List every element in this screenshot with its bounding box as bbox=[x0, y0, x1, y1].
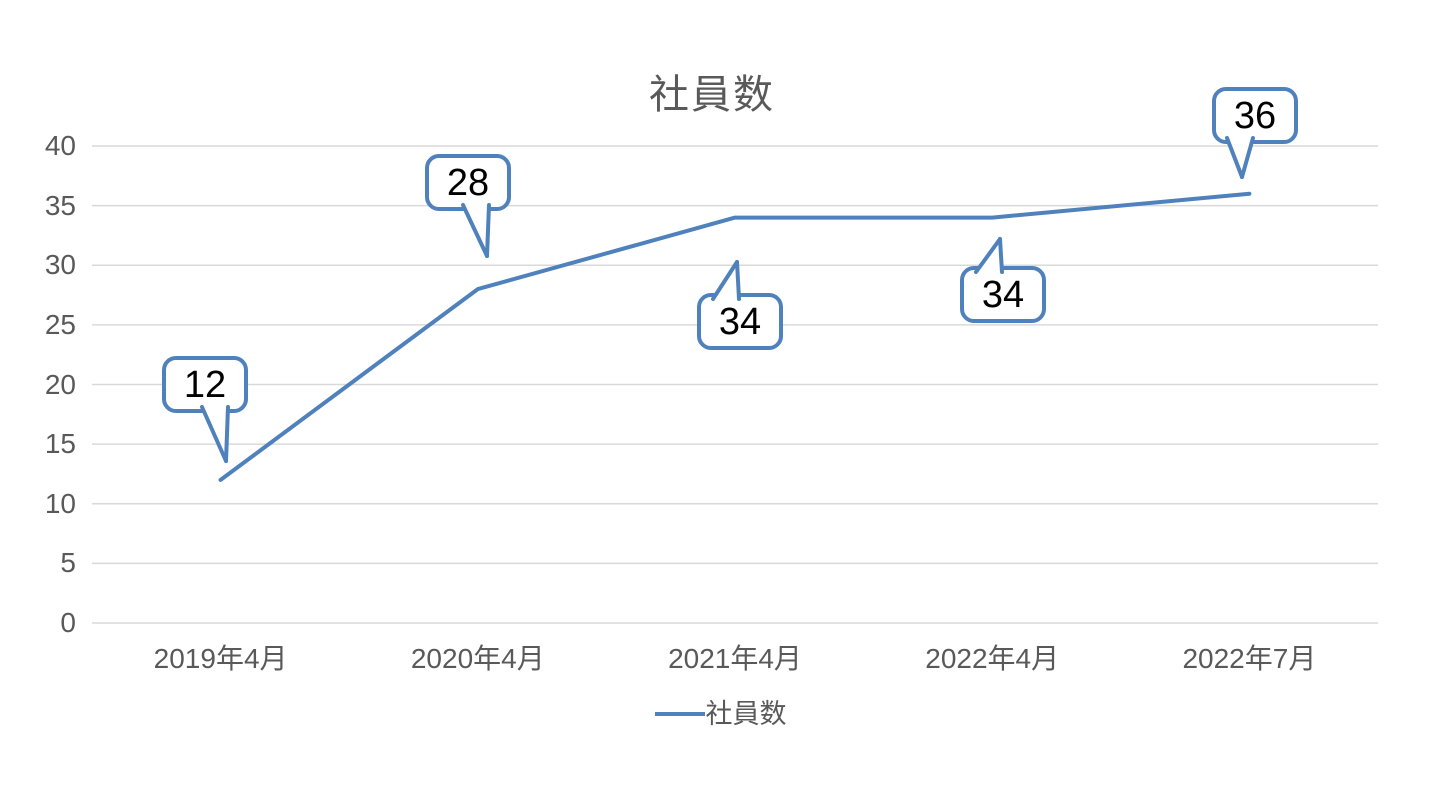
y-tick-label: 30 bbox=[44, 249, 76, 281]
x-axis-label: 2019年4月 bbox=[153, 643, 288, 674]
legend-label: 社員数 bbox=[705, 698, 787, 729]
callout-value: 34 bbox=[981, 273, 1025, 316]
callout-value: 12 bbox=[183, 363, 227, 406]
callout-value: 36 bbox=[1233, 94, 1277, 137]
x-axis-label: 2020年4月 bbox=[410, 643, 545, 674]
chart-title: 社員数 bbox=[649, 73, 775, 117]
x-axis-label: 2021年4月 bbox=[668, 643, 802, 674]
callout-value: 28 bbox=[446, 161, 490, 204]
y-tick-label: 0 bbox=[60, 607, 76, 638]
series-line bbox=[218, 191, 1252, 482]
data-callout bbox=[960, 237, 1046, 323]
legend-line-icon bbox=[654, 712, 705, 716]
data-callout bbox=[162, 356, 248, 463]
data-callout bbox=[425, 154, 511, 258]
callout-value: 34 bbox=[718, 300, 762, 343]
data-callout bbox=[697, 260, 783, 350]
legend: 社員数 bbox=[0, 700, 1440, 728]
y-tick-label: 5 bbox=[60, 547, 76, 579]
x-axis-label: 2022年7月 bbox=[1182, 643, 1317, 674]
legend-entry: 社員数 bbox=[654, 700, 787, 728]
y-tick-label: 40 bbox=[44, 130, 76, 161]
y-tick-label: 20 bbox=[44, 368, 76, 400]
y-tick-label: 15 bbox=[44, 428, 76, 460]
data-callout bbox=[1212, 87, 1298, 179]
y-tick-label: 35 bbox=[44, 189, 76, 221]
y-tick-label: 25 bbox=[44, 308, 76, 340]
y-tick-label: 10 bbox=[44, 487, 76, 519]
x-axis-label: 2022年4月 bbox=[925, 643, 1060, 674]
